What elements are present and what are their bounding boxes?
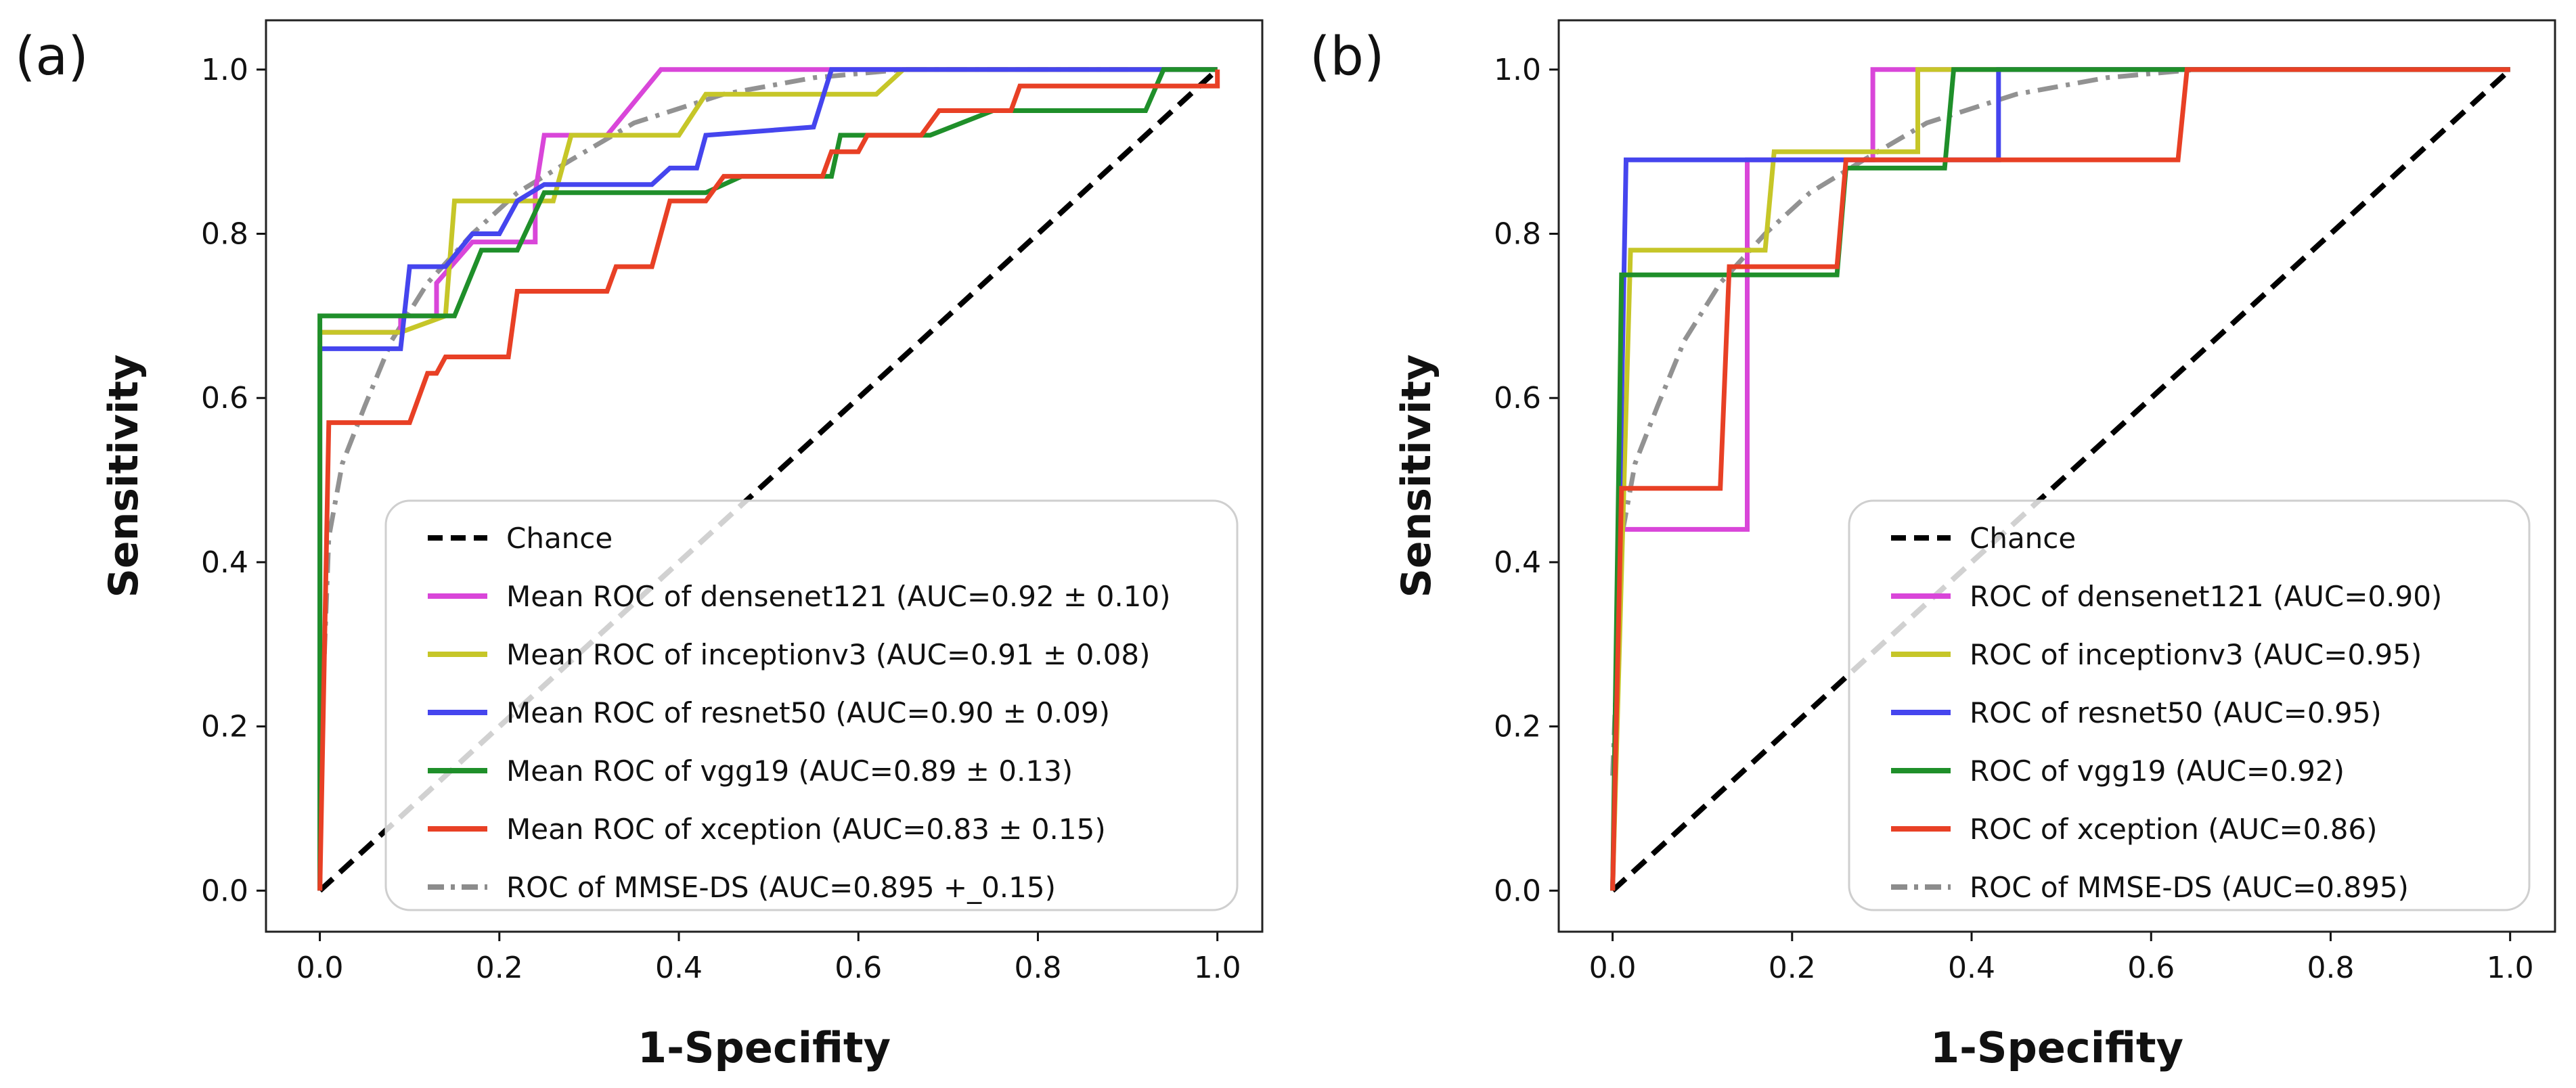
y-tick-label: 0.2 <box>1494 710 1541 744</box>
series-line-3 <box>317 67 1218 891</box>
series-line-5 <box>1610 67 2510 891</box>
x-tick-label: 0.6 <box>835 951 882 985</box>
series-line-5 <box>317 69 1220 891</box>
legend-entry: Mean ROC of resnet50 (AUC=0.90 ± 0.09) <box>506 696 1110 729</box>
y-tick-label: 0.6 <box>201 381 248 415</box>
legend-entry: ROC of densenet121 (AUC=0.90) <box>1970 580 2442 613</box>
x-tick-label: 0.6 <box>2127 951 2175 985</box>
series-line-2 <box>1610 67 2510 891</box>
x-tick-label: 0.0 <box>1589 951 1637 985</box>
x-tick-label: 0.2 <box>476 951 523 985</box>
y-tick-label: 0.4 <box>1494 545 1541 580</box>
panel-label: (b) <box>1310 26 1384 87</box>
legend-box <box>384 499 1239 911</box>
legend-entry: ROC of xception (AUC=0.86) <box>1970 813 2378 846</box>
legend-entry: Chance <box>506 522 613 555</box>
legend-entry: Mean ROC of inceptionv3 (AUC=0.91 ± 0.08… <box>506 638 1150 671</box>
x-tick-label: 0.4 <box>655 951 703 985</box>
x-tick-label: 1.0 <box>2487 951 2534 985</box>
y-tick-label: 0.0 <box>1494 874 1541 908</box>
panel-label: (a) <box>15 26 89 87</box>
series-line-2 <box>317 67 1218 891</box>
x-tick-label: 0.8 <box>2307 951 2354 985</box>
y-tick-label: 0.4 <box>201 545 248 580</box>
x-tick-label: 0.2 <box>1769 951 1816 985</box>
x-tick-label: 0.0 <box>296 951 344 985</box>
legend-entry: ROC of MMSE-DS (AUC=0.895) <box>1970 871 2409 904</box>
y-axis-label: Sensitivity <box>1393 355 1440 598</box>
y-tick-label: 1.0 <box>201 53 248 87</box>
legend-entry: Chance <box>1970 522 2076 555</box>
y-tick-label: 0.8 <box>1494 217 1541 252</box>
legend-entry: ROC of MMSE-DS (AUC=0.895 +_0.15) <box>506 871 1056 904</box>
plot-frame <box>265 19 1264 933</box>
series-line-0 <box>1610 67 2512 893</box>
y-tick-label: 1.0 <box>1494 53 1541 87</box>
legend-entry: ROC of resnet50 (AUC=0.95) <box>1970 696 2382 729</box>
legend-entry: ROC of vgg19 (AUC=0.92) <box>1970 754 2345 788</box>
x-tick-label: 1.0 <box>1194 951 1241 985</box>
x-tick-label: 0.4 <box>1948 951 1995 985</box>
x-tick-label: 0.8 <box>1014 951 1061 985</box>
legend-entry: ROC of inceptionv3 (AUC=0.95) <box>1970 638 2422 671</box>
y-tick-label: 0.2 <box>201 710 248 744</box>
series-line-6 <box>317 67 1128 776</box>
legend-entry: Mean ROC of vgg19 (AUC=0.89 ± 0.13) <box>506 754 1073 788</box>
chart-panel-b: (b) 0.0 0.2 0.4 0.6 0.8 1.0 0.0 0.2 0.4 0.6 0.8 1.0 1… <box>1310 19 2556 1072</box>
x-axis-label: 1-Specifity <box>638 1023 891 1072</box>
legend-entry: Mean ROC of xception (AUC=0.83 ± 0.15) <box>506 813 1106 846</box>
y-tick-label: 0.0 <box>201 874 248 908</box>
legend-entry: Mean ROC of densenet121 (AUC=0.92 ± 0.10… <box>506 580 1171 613</box>
chart-panel-a: (a) 0.0 0.2 0.4 0.6 0.8 1.0 0.0 0.2 0.4 0.6 0.8 1.0 1… <box>15 19 1264 1072</box>
legend-box <box>1848 499 2531 911</box>
plot-frame <box>1557 19 2556 933</box>
y-tick-label: 0.6 <box>1494 381 1541 415</box>
y-tick-label: 0.8 <box>201 217 248 252</box>
y-axis-label: Sensitivity <box>100 355 148 598</box>
x-axis-label: 1-Specifity <box>1930 1023 2183 1072</box>
